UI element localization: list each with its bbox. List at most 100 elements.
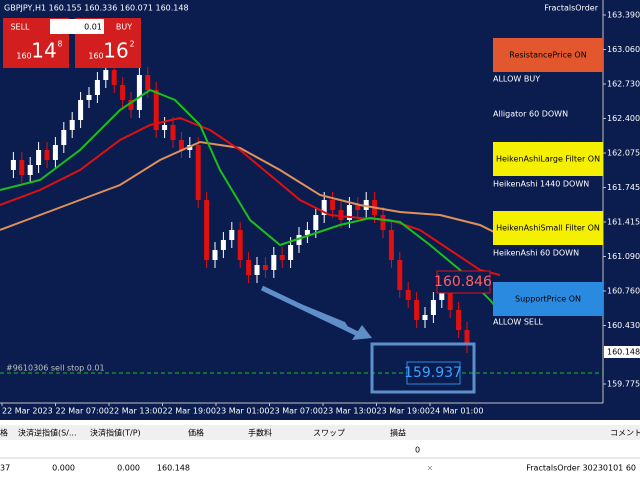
buy-price-big: 160 xyxy=(88,52,103,61)
buy-price-main: 16 xyxy=(103,39,128,63)
time-tick-label: 22 Mar 13:00 xyxy=(109,407,162,416)
candle-body xyxy=(61,130,67,145)
candle-body xyxy=(456,310,462,330)
candle-body xyxy=(246,260,252,275)
column-header: 価格 xyxy=(188,428,204,438)
support-status: SupportPrice ON xyxy=(515,295,581,304)
candle-body xyxy=(405,290,411,300)
time-tick-label: 23 Mar 01:00 xyxy=(216,407,269,416)
status-panel: ResistancePrice ON ALLOW BUY Alligator 6… xyxy=(493,38,603,327)
price-tick-label: 162.730 xyxy=(607,80,640,89)
column-header: 手数料 xyxy=(248,428,272,438)
candle-body xyxy=(94,80,100,95)
candle-body xyxy=(229,230,235,240)
candle-body xyxy=(145,75,151,90)
allow-buy: ALLOW BUY xyxy=(493,75,540,84)
price-tick-label: 161.415 xyxy=(607,218,640,227)
column-header: 損益 xyxy=(390,428,406,438)
ha-large-box xyxy=(493,142,603,176)
candle-body xyxy=(136,75,142,110)
alligator-status: Alligator 60 DOWN xyxy=(493,110,568,119)
order-cell: × xyxy=(427,464,434,473)
order-cell: 0.000 xyxy=(52,464,75,473)
sell-price-big: 160 xyxy=(16,52,31,61)
time-tick-label: 23 Mar 07:00 xyxy=(270,407,323,416)
terminal: 格決済逆指値(S/... 決済指値(T/P) 価格 手数料 スワップ 損益 コメント 0 37 0… xyxy=(0,428,640,473)
candle-body xyxy=(86,95,92,100)
candle-body xyxy=(313,215,319,230)
candle-body xyxy=(78,100,84,120)
price-axis: 163.390 163.060 162.730 162.400 162.075 161.7… xyxy=(603,11,640,389)
buy-price-sup: 2 xyxy=(129,40,134,49)
arrow xyxy=(260,285,362,338)
price-tick-label: 161.745 xyxy=(607,183,640,192)
candle-body xyxy=(52,145,58,160)
candle-body xyxy=(162,125,168,130)
candle-body xyxy=(439,290,445,300)
support-label-box xyxy=(406,361,461,385)
candle-body xyxy=(195,145,201,200)
support-box xyxy=(493,282,603,316)
sell-price-sup: 8 xyxy=(57,40,62,49)
time-axis: 22 Mar 2023 22 Mar 07:00 22 Mar 13:00 22 Ma… xyxy=(1,403,483,416)
current-price-box xyxy=(604,346,640,358)
candle-body xyxy=(254,265,260,275)
price-tick-label: 163.060 xyxy=(607,45,640,54)
candle-body xyxy=(44,150,50,160)
candle-body xyxy=(111,70,117,85)
candle-body xyxy=(288,245,294,260)
allow-sell: ALLOW SELL xyxy=(493,318,543,327)
support-price: 159.937 xyxy=(404,365,462,381)
candle-body xyxy=(414,300,420,320)
column-header: 決済指値(T/P) xyxy=(90,428,141,438)
candle-body xyxy=(178,140,184,150)
candle-body xyxy=(296,235,302,245)
resistance-status: ResistancePrice ON xyxy=(509,51,586,60)
candle-body xyxy=(19,160,25,175)
total-profit: 0 xyxy=(415,446,420,455)
time-tick-label: 22 Mar 19:00 xyxy=(163,407,216,416)
price-tick-label: 163.390 xyxy=(607,11,640,20)
price-tick-label: 162.400 xyxy=(607,114,640,123)
ha-small-status: HeikenAshiSmall Filter ON xyxy=(496,224,600,233)
candle-body xyxy=(36,150,42,165)
candle-body xyxy=(346,205,352,220)
column-header: スワップ xyxy=(313,429,345,438)
price-tick-label: 160.760 xyxy=(607,287,640,296)
candle-body xyxy=(69,120,75,130)
lot-value: 0.01 xyxy=(84,23,102,32)
column-header: 格 xyxy=(0,428,8,438)
candle-body xyxy=(103,70,109,80)
time-tick-label: 23 Mar 19:00 xyxy=(377,407,430,416)
candle-body xyxy=(355,205,361,210)
lot-input[interactable] xyxy=(50,19,104,34)
sell-label: SELL xyxy=(10,23,30,32)
candle-body xyxy=(363,200,369,210)
one-click-panel: SELL 0.01 BUY 160 14 8 160 16 2 xyxy=(3,18,141,68)
time-axis-area xyxy=(0,403,603,420)
time-tick-label: 22 Mar 07:00 xyxy=(56,407,109,416)
order-line-label: #9610306 sell stop 0.01 xyxy=(6,364,105,373)
terminal-header xyxy=(0,425,640,440)
column-header: 決済逆指値(S/... xyxy=(18,428,77,438)
candles xyxy=(10,62,470,353)
highlight-box xyxy=(370,342,476,394)
column-header: コメント xyxy=(610,429,640,438)
candle-body xyxy=(321,200,327,215)
candle-body xyxy=(430,300,436,315)
candle-body xyxy=(464,330,470,345)
candle-body xyxy=(304,230,310,235)
price-tick-label: 159.775 xyxy=(607,380,640,389)
candle-body xyxy=(170,125,176,140)
order-cell: 160.148 xyxy=(157,464,190,473)
arrow-head xyxy=(352,325,372,340)
resistance-box xyxy=(493,38,603,72)
candle-body xyxy=(271,255,277,270)
candle-body xyxy=(262,265,268,270)
candle-body xyxy=(388,230,394,260)
current-price: 160.148 xyxy=(607,348,640,357)
order-cell: 37 xyxy=(0,464,10,473)
candle-body xyxy=(204,200,210,260)
candle-body xyxy=(397,260,403,290)
ma-fast xyxy=(0,88,501,313)
